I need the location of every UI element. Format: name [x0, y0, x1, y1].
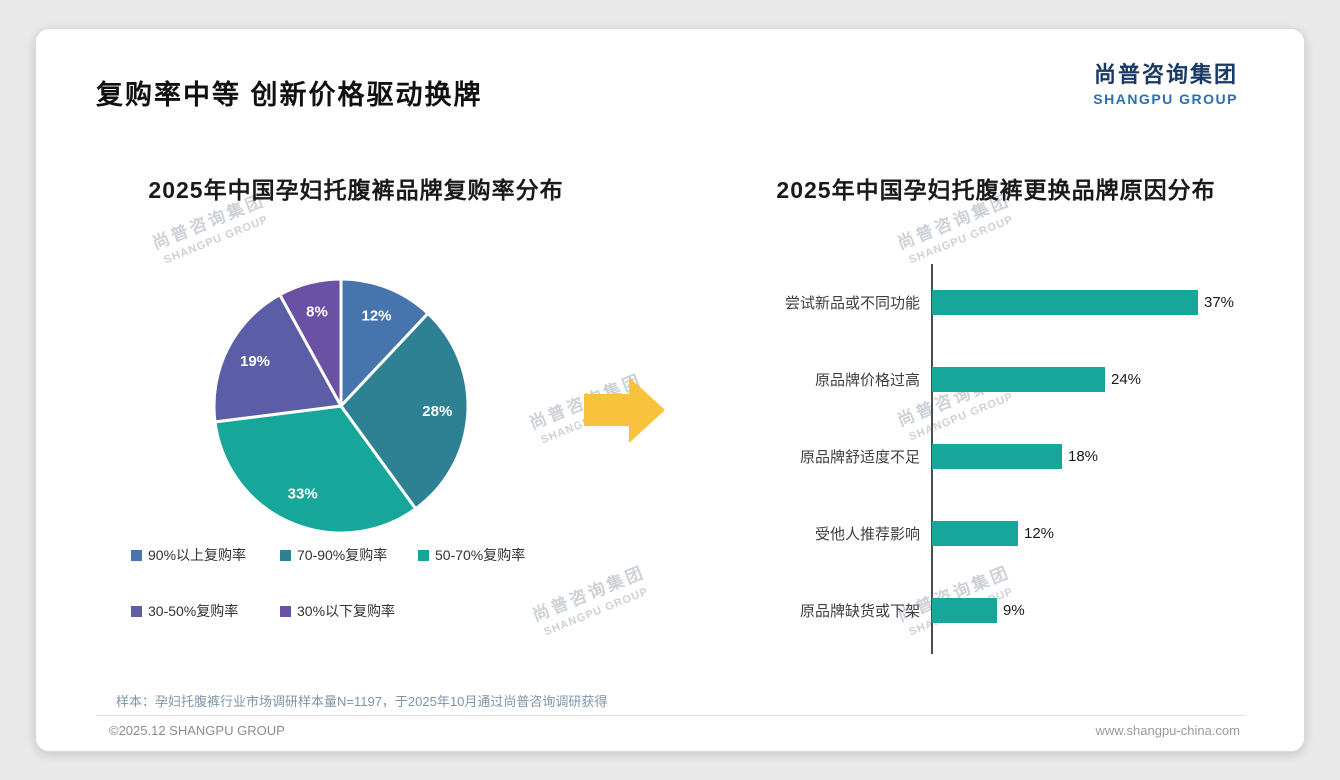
pie-slice — [278, 277, 343, 408]
footer-website: www.shangpu-china.com — [1095, 723, 1240, 738]
pie-chart-title: 2025年中国孕妇托腹裤品牌复购率分布 — [148, 177, 564, 203]
bar-row: 尝试新品或不同功能 37% — [642, 264, 1287, 341]
pie-slice-value: 33% — [288, 486, 318, 503]
pie-slice-value: 8% — [306, 303, 328, 320]
pie-slice — [212, 293, 343, 424]
legend-item: 50-70%复购率 — [418, 545, 588, 565]
pie-slice — [213, 404, 418, 535]
pie-slice-value: 28% — [422, 403, 452, 420]
legend-swatch — [280, 605, 291, 617]
bar-row: 原品牌缺货或下架 9% — [642, 572, 1287, 649]
bar-row: 原品牌价格过高 24% — [642, 341, 1287, 418]
legend-swatch — [418, 549, 429, 561]
bar — [932, 521, 1018, 546]
brand-logo-cn: 尚普咨询集团 — [1093, 62, 1238, 87]
legend-item: 70-90%复购率 — [280, 545, 418, 565]
footer-divider — [96, 715, 1246, 716]
bar-chart: 尝试新品或不同功能 37% 原品牌价格过高 24% 原品牌舒适度不足 18% 受他人推荐影响… — [642, 264, 1287, 654]
brand-logo: 尚普咨询集团 SHANGPU GROUP — [1093, 57, 1238, 107]
bar — [932, 444, 1062, 469]
legend-swatch — [131, 549, 142, 561]
bar-category-label: 原品牌缺货或下架 — [799, 603, 920, 620]
bar — [932, 290, 1198, 315]
bar-category-label: 原品牌舒适度不足 — [799, 449, 920, 466]
pie-slice-value: 12% — [361, 307, 391, 324]
slide-card: 尚普咨询集团 SHANGPU GROUP 尚普咨询集团 SHANGPU GROU… — [35, 28, 1305, 752]
legend-swatch — [131, 605, 142, 617]
bar-value-label: 12% — [1024, 525, 1055, 542]
bar-value-label: 9% — [1003, 602, 1025, 619]
bar-category-label: 原品牌价格过高 — [814, 372, 920, 389]
bar-category-label: 受他人推荐影响 — [814, 526, 920, 543]
pie-slice-value: 19% — [240, 353, 270, 370]
footer-copyright: ©2025.12 SHANGPU GROUP — [109, 723, 285, 738]
legend-label: 90%以上复购率 — [148, 547, 247, 563]
legend-item: 30-50%复购率 — [131, 601, 280, 621]
bar — [932, 598, 997, 623]
bar-row: 原品牌舒适度不足 18% — [642, 418, 1287, 495]
legend-swatch — [280, 549, 291, 561]
bar-value-label: 18% — [1068, 448, 1099, 465]
legend-label: 30%以下复购率 — [297, 603, 396, 619]
brand-logo-en: SHANGPU GROUP — [1093, 91, 1238, 107]
sample-note: 样本：孕妇托腹裤行业市场调研样本量N=1197，于2025年10月通过尚普咨询调… — [116, 694, 608, 709]
pie-slice — [339, 311, 470, 511]
legend-label: 50-70%复购率 — [435, 547, 526, 563]
bar-row: 受他人推荐影响 12% — [642, 495, 1287, 572]
bar-category-label: 尝试新品或不同功能 — [784, 295, 920, 312]
watermark-en: SHANGPU GROUP — [162, 213, 271, 267]
arrow-right-icon — [584, 377, 665, 443]
bar-value-label: 37% — [1204, 294, 1235, 311]
legend-item: 90%以上复购率 — [131, 545, 280, 565]
pie-slice — [339, 277, 430, 408]
legend-item: 30%以下复购率 — [280, 601, 418, 621]
bar — [932, 367, 1105, 392]
pie-legend: 90%以上复购率 70-90%复购率 50-70%复购率 30-50%复购率 30%以下… — [131, 545, 588, 621]
page-title: 复购率中等 创新价格驱动换牌 — [96, 80, 483, 110]
pie-chart: 12% 28% 33% 19% 8% — [212, 277, 470, 535]
legend-label: 70-90%复购率 — [297, 547, 388, 563]
bar-chart-title: 2025年中国孕妇托腹裤更换品牌原因分布 — [776, 177, 1216, 203]
bar-value-label: 24% — [1111, 371, 1142, 388]
bar-rows: 尝试新品或不同功能 37% 原品牌价格过高 24% 原品牌舒适度不足 18% 受他人推荐影响… — [642, 264, 1287, 649]
legend-label: 30-50%复购率 — [148, 603, 239, 619]
